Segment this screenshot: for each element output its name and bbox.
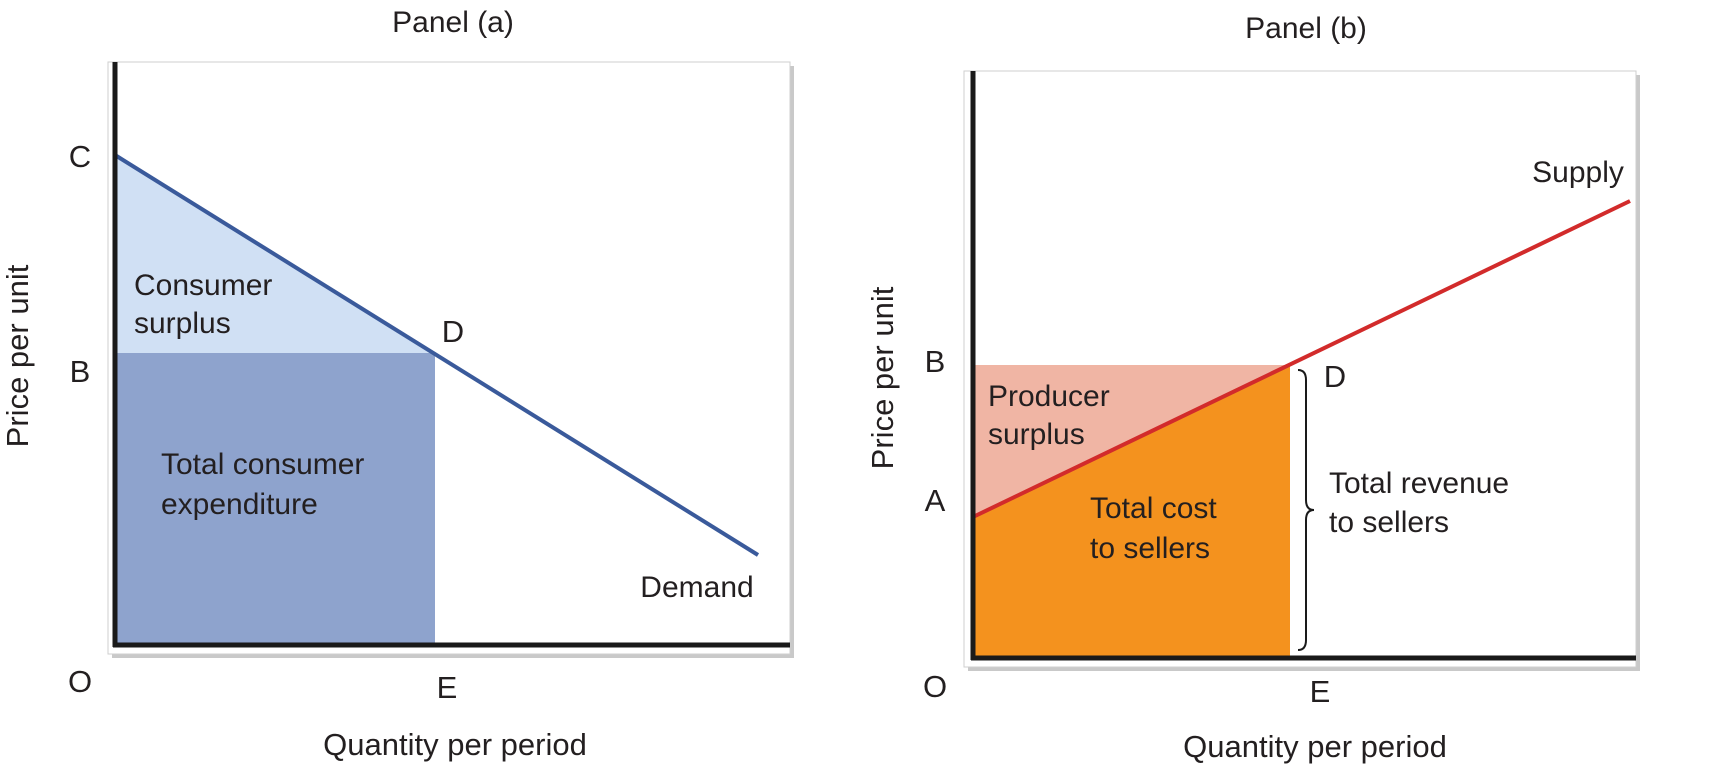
supply-curve [972, 199, 1631, 519]
consumer-expenditure-label: Total consumer expenditure [161, 448, 373, 521]
consumer-surplus-label: Consumer surplus [134, 269, 281, 340]
panel-a-title: Panel (a) [392, 6, 514, 39]
total-cost-label: Total cost to sellers [1090, 492, 1225, 565]
panel-b-x-axis-label: Quantity per period [1183, 729, 1447, 764]
producer-surplus-label-line-2: surplus [988, 418, 1085, 451]
total-cost-label-line-1: Total cost [1090, 492, 1217, 525]
producer-surplus-label: Producer surplus [988, 380, 1118, 451]
panel-b-y-axis-label: Price per unit [865, 286, 900, 469]
panel-a-point-d: D [442, 314, 464, 349]
panel-b-point-b: B [925, 344, 946, 379]
total-revenue-label: Total revenue to sellers [1329, 467, 1517, 539]
supply-curve-label: Supply [1532, 156, 1624, 189]
panel-b-title: Panel (b) [1245, 12, 1367, 45]
panel-a: Panel (a) Price per unit Quantity per pe… [0, 6, 794, 762]
total-revenue-label-line-1: Total revenue [1329, 467, 1509, 500]
panel-b-point-e: E [1310, 674, 1331, 709]
total-cost-region [973, 365, 1290, 657]
consumer-expenditure-label-line-1: Total consumer [161, 448, 364, 481]
producer-surplus-label-line-1: Producer [988, 380, 1110, 413]
total-revenue-brace [1297, 369, 1315, 651]
consumer-surplus-label-line-2: surplus [134, 307, 231, 340]
demand-curve-label: Demand [640, 571, 753, 604]
panel-b-point-d: D [1324, 359, 1346, 394]
panel-a-point-c: C [69, 139, 91, 174]
consumer-expenditure-region [115, 353, 435, 645]
consumer-surplus-label-line-1: Consumer [134, 269, 272, 302]
panel-a-x-axis-label: Quantity per period [323, 727, 587, 762]
demand-curve [113, 153, 760, 557]
panel-b: Panel (b) Price per unit Quantity per pe… [865, 12, 1640, 764]
panel-a-point-o: O [68, 664, 92, 699]
panel-a-point-e: E [437, 670, 458, 705]
total-revenue-label-line-2: to sellers [1329, 506, 1449, 539]
panel-b-point-o: O [923, 669, 947, 704]
panel-a-y-axis-label: Price per unit [0, 264, 35, 447]
panel-a-point-b: B [70, 354, 91, 389]
total-cost-label-line-2: to sellers [1090, 532, 1210, 565]
panel-b-point-a: A [925, 483, 946, 518]
consumer-expenditure-label-line-2: expenditure [161, 488, 318, 521]
